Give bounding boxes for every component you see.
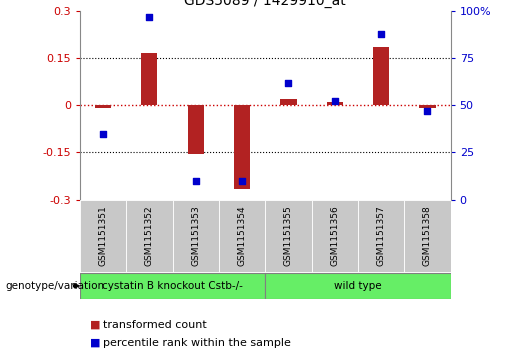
Point <box>284 80 293 86</box>
Point <box>331 99 339 105</box>
Bar <box>280 99 297 105</box>
Text: GSM1151356: GSM1151356 <box>330 205 339 266</box>
Point <box>145 14 153 20</box>
Text: GSM1151352: GSM1151352 <box>145 205 154 266</box>
Text: GSM1151353: GSM1151353 <box>191 205 200 266</box>
Bar <box>358 200 404 272</box>
Bar <box>219 200 265 272</box>
Bar <box>187 105 204 154</box>
Bar <box>373 47 389 105</box>
Point <box>377 30 385 36</box>
Text: percentile rank within the sample: percentile rank within the sample <box>103 338 291 348</box>
Text: cystatin B knockout Cstb-/-: cystatin B knockout Cstb-/- <box>102 281 243 291</box>
Bar <box>404 200 451 272</box>
Text: GSM1151354: GSM1151354 <box>237 205 247 266</box>
Text: transformed count: transformed count <box>103 320 207 330</box>
Point <box>192 178 200 184</box>
Text: GSM1151358: GSM1151358 <box>423 205 432 266</box>
Bar <box>312 200 358 272</box>
Bar <box>80 200 126 272</box>
Text: ■: ■ <box>90 320 100 330</box>
Bar <box>327 102 343 105</box>
Text: GSM1151357: GSM1151357 <box>376 205 386 266</box>
Bar <box>265 200 312 272</box>
Bar <box>173 200 219 272</box>
Bar <box>419 105 436 109</box>
Bar <box>234 105 250 189</box>
Point <box>238 178 246 184</box>
Bar <box>80 273 265 299</box>
Title: GDS5089 / 1429910_at: GDS5089 / 1429910_at <box>184 0 346 8</box>
Text: wild type: wild type <box>334 281 382 291</box>
Text: GSM1151351: GSM1151351 <box>98 205 108 266</box>
Bar <box>126 200 173 272</box>
Point <box>423 108 432 114</box>
Text: ■: ■ <box>90 338 100 348</box>
Text: genotype/variation: genotype/variation <box>5 281 104 291</box>
Bar <box>95 105 111 109</box>
Bar <box>265 273 451 299</box>
Bar <box>141 53 158 105</box>
Point <box>99 131 107 136</box>
Text: GSM1151355: GSM1151355 <box>284 205 293 266</box>
